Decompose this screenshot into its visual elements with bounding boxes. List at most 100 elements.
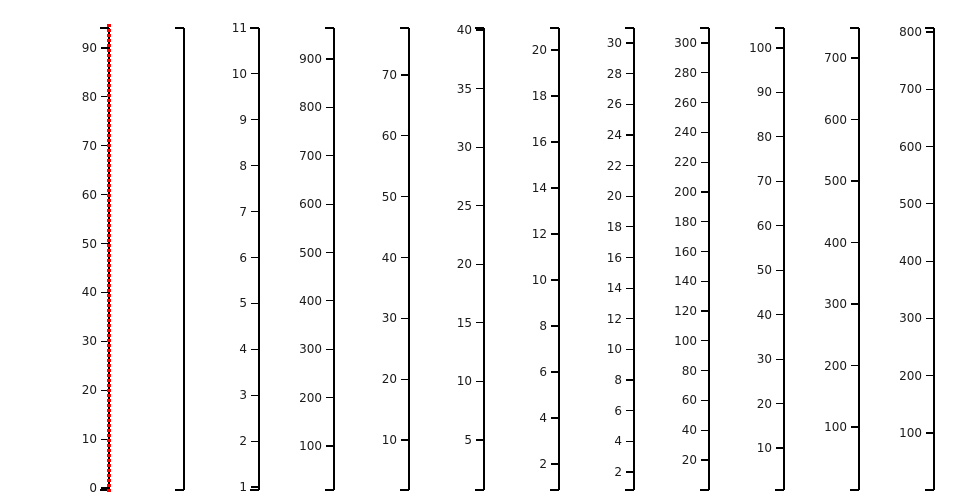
tick-mark [251,211,259,213]
tick-mark [701,280,709,282]
tick-label: 2 [614,465,622,479]
tick-mark [251,440,259,442]
tick-mark [401,196,409,198]
axis-spine [333,28,335,490]
tick-mark [251,394,259,396]
axis-spine [558,28,560,490]
tick-label: 24 [606,127,622,142]
tick-mark [251,165,259,167]
tick-label: 40 [81,285,97,300]
tick-mark [551,49,559,51]
tick-mark [926,145,934,148]
tick-mark [401,439,409,441]
tick-label: 16 [531,135,547,149]
tick-label: 15 [456,315,472,330]
tick-label: 10 [231,66,247,81]
tick-label: 60 [756,218,772,233]
axis-bottom-cap [325,489,334,491]
axis-spine [483,28,485,490]
tick-mark [101,438,109,440]
axis-top-cap [625,27,634,29]
axis-spine [258,28,260,490]
tick-label: 200 [824,358,847,373]
tick-label: 50 [756,263,772,278]
tick-mark [701,42,709,44]
tick-mark [776,269,784,271]
tick-label: 70 [81,138,97,153]
tick-mark [551,417,559,419]
tick-label: 500 [899,196,922,211]
tick-label: 180 [674,214,697,229]
tick-label: 7 [239,204,247,219]
tick-mark [701,221,709,223]
tick-label: 700 [824,51,847,65]
tick-mark [101,340,109,342]
tick-mark [476,263,484,265]
tick-label: 2 [539,457,547,471]
tick-mark [101,389,109,391]
tick-label: 9 [239,112,247,127]
tick-label: 90 [81,41,97,55]
tick-mark [926,317,934,320]
tick-mark [476,439,484,441]
tick-label: 400 [824,235,847,250]
tick-mark [101,194,109,196]
tick-mark [626,287,634,289]
tick-label: 260 [674,95,697,110]
tick-mark [251,119,259,121]
tick-label: 100 [899,426,922,440]
tick-mark [701,250,709,253]
tick-mark [251,256,259,259]
axis-bottom-cap [175,489,184,491]
tick-label: 30 [606,36,622,50]
tick-label: 80 [81,89,97,104]
tick-mark [926,375,934,377]
tick-mark [626,103,634,105]
tick-mark [326,155,334,157]
tick-mark [776,402,784,405]
tick-label: 20 [381,372,397,387]
tick-label: 18 [606,219,622,234]
tick-mark [626,440,634,442]
tick-mark [326,251,334,254]
tick-mark [926,31,934,33]
tick-label: 700 [299,148,322,163]
axis-spine [858,28,860,490]
tick-mark [851,364,859,367]
tick-mark [701,310,709,312]
tick-label: 35 [456,81,472,96]
tick-mark [101,291,109,294]
tick-mark [626,73,634,75]
tick-mark [101,487,109,489]
tick-label: 800 [299,100,322,115]
axis-spine [708,28,710,490]
axis-top-cap [400,27,409,29]
tick-label: 50 [381,189,397,204]
axis-bottom-cap [925,489,934,491]
tick-label: 18 [531,89,547,103]
tick-mark [326,300,334,302]
axis-spine [408,28,410,490]
tick-mark [476,87,484,90]
tick-mark [626,256,634,259]
tick-mark [626,471,634,473]
tick-label: 30 [81,334,97,349]
axis-bottom-cap [400,489,409,491]
tick-label: 30 [456,140,472,155]
tick-label: 160 [674,244,697,259]
tick-mark [926,88,934,90]
tick-mark [401,317,409,319]
tick-mark [476,29,484,31]
tick-label: 14 [606,281,622,296]
tick-mark [701,459,709,461]
tick-label: 40 [681,423,697,438]
tick-mark [851,303,859,305]
axis-spine [633,28,635,490]
tick-mark [701,340,709,342]
